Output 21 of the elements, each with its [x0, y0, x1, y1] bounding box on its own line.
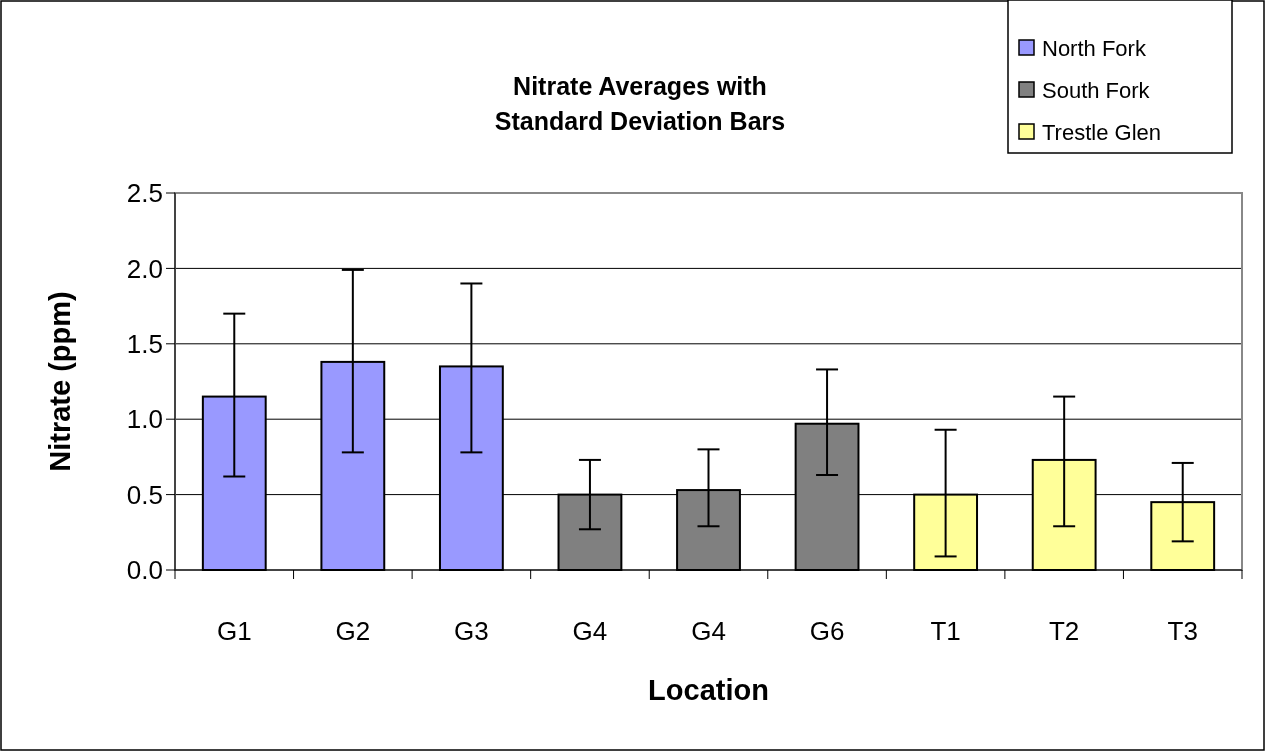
x-tick-label: T3: [1167, 616, 1198, 646]
y-tick-label: 2.0: [126, 253, 163, 284]
y-tick-label: 0.0: [126, 555, 163, 586]
x-tick-label: G2: [335, 616, 371, 646]
x-tick-label: T1: [930, 616, 961, 646]
x-tick-label: G1: [216, 616, 252, 646]
y-axis-title: Nitrate (ppm): [44, 291, 76, 472]
legend-label: Trestle Glen: [1042, 119, 1162, 145]
y-tick-label: 2.5: [126, 178, 163, 209]
x-tick-label: T2: [1048, 616, 1080, 646]
legend-label: North Fork: [1042, 35, 1147, 61]
y-tick-label: 0.5: [126, 479, 163, 510]
x-tick-label: G3: [454, 616, 489, 646]
x-axis-title: Location: [648, 674, 769, 706]
chart-title: Nitrate Averages with Standard Deviation Bars: [494, 72, 786, 135]
x-tick-label: G6: [809, 616, 845, 646]
y-tick-label: 1.0: [126, 404, 163, 435]
x-tick-label: G4: [691, 616, 726, 646]
y-tick-label: 1.5: [126, 328, 163, 359]
legend-label: South Fork: [1042, 77, 1151, 103]
x-tick-label: G4: [572, 616, 608, 646]
